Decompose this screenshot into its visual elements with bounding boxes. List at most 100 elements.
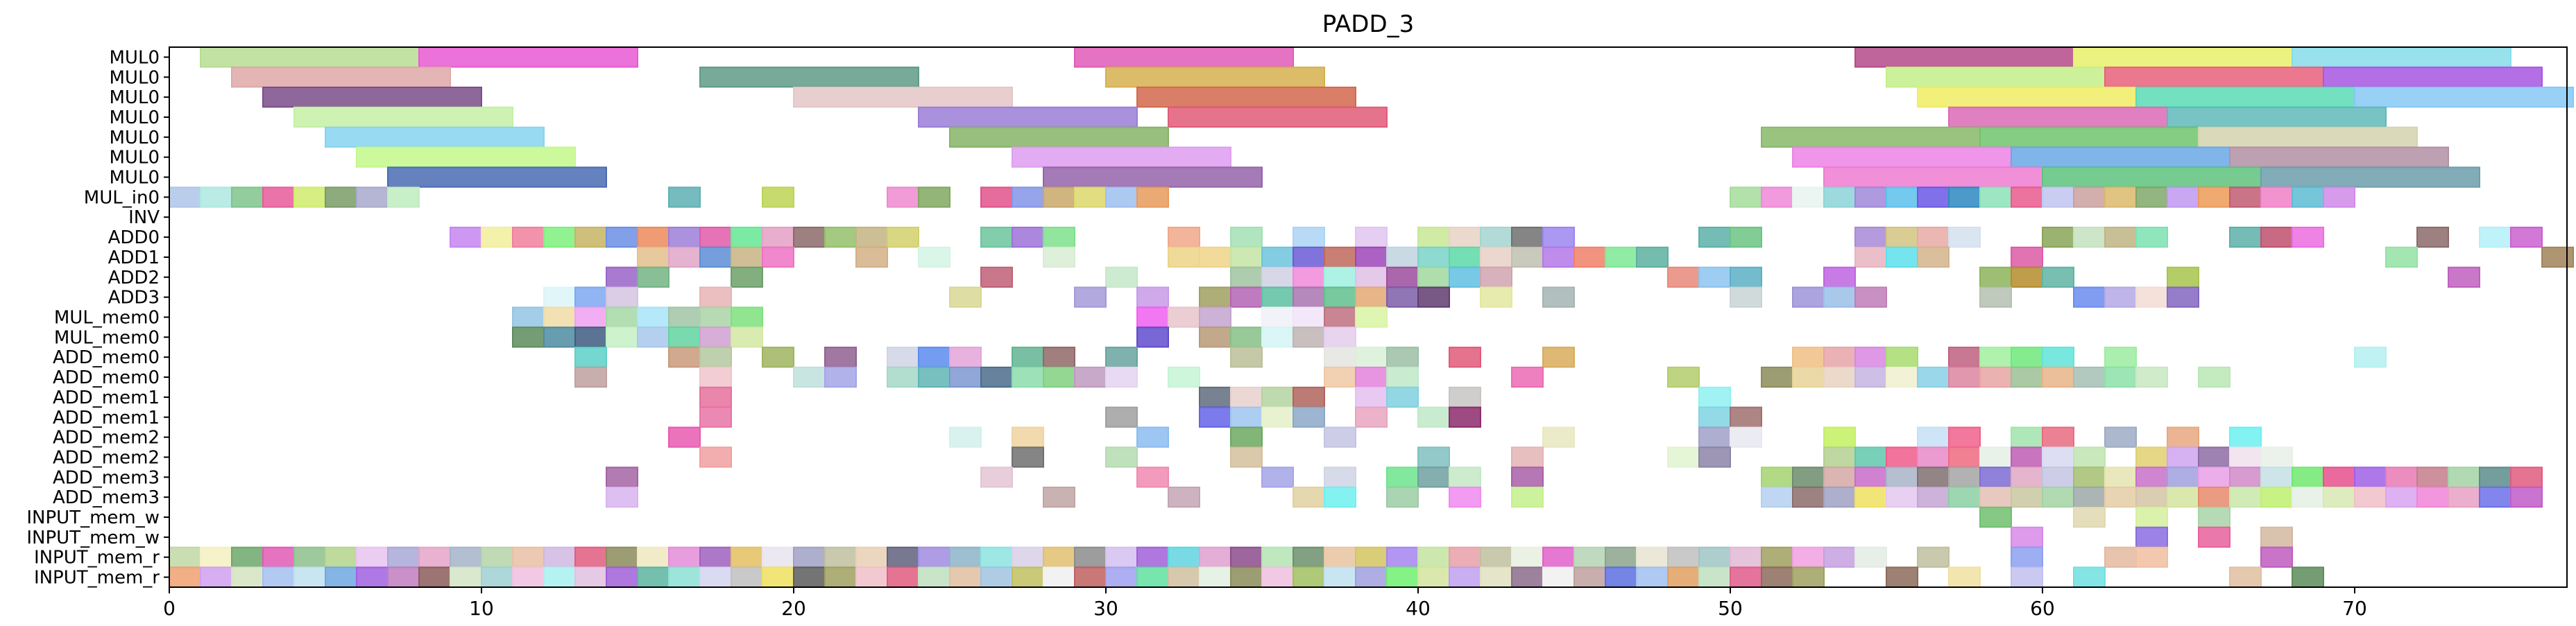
- gantt-bar: [2135, 87, 2355, 108]
- gantt-bar: [1917, 186, 1950, 208]
- gantt-bar: [1480, 227, 1512, 248]
- gantt-bar: [980, 546, 1013, 568]
- gantt-bar: [918, 186, 950, 208]
- gantt-bar: [2229, 227, 2262, 248]
- gantt-bar: [543, 286, 576, 308]
- gantt-bar: [356, 546, 389, 568]
- gantt-bar: [2073, 46, 2293, 68]
- gantt-bar: [1823, 186, 1856, 208]
- gantt-bar: [1386, 266, 1419, 288]
- gantt-bar: [980, 366, 1013, 388]
- gantt-bar: [2292, 227, 2324, 248]
- gantt-bar: [1605, 566, 1637, 588]
- y-tick-label: MUL_mem0: [54, 308, 160, 329]
- gantt-bar: [1417, 246, 1450, 268]
- gantt-bar: [1449, 227, 1481, 248]
- gantt-bar: [1199, 246, 1231, 268]
- gantt-bar: [1074, 286, 1107, 308]
- gantt-bar: [1979, 266, 2012, 288]
- gantt-bar: [1012, 566, 1044, 588]
- gantt-bar: [731, 266, 763, 288]
- gantt-bar: [2104, 546, 2137, 568]
- gantt-bar: [1917, 487, 1950, 508]
- gantt-bar: [169, 546, 201, 568]
- gantt-bar: [543, 566, 576, 588]
- gantt-bar: [2198, 467, 2230, 488]
- gantt-bar: [387, 566, 420, 588]
- gantt-bar: [699, 246, 732, 268]
- gantt-bar: [1417, 406, 1450, 428]
- gantt-bar: [668, 306, 701, 328]
- gantt-bar: [200, 186, 232, 208]
- gantt-bar: [1324, 286, 1356, 308]
- gantt-bar: [762, 546, 794, 568]
- gantt-bar: [1449, 546, 1481, 568]
- gantt-bar: [2042, 266, 2074, 288]
- gantt-bar: [1792, 546, 1825, 568]
- gantt-bar: [762, 186, 794, 208]
- gantt-bar: [637, 306, 669, 328]
- gantt-bar: [1199, 327, 1231, 348]
- gantt-bar: [980, 566, 1013, 588]
- gantt-bar: [169, 566, 201, 588]
- gantt-bar: [1012, 227, 1044, 248]
- gantt-bar: [606, 327, 638, 348]
- gantt-bar: [1324, 327, 1356, 348]
- gantt-bar: [293, 186, 326, 208]
- gantt-bar: [2135, 487, 2168, 508]
- gantt-bar: [699, 386, 732, 408]
- gantt-bar: [2073, 446, 2106, 468]
- gantt-bar: [2292, 487, 2324, 508]
- gantt-bar: [1199, 386, 1231, 408]
- gantt-bar: [1074, 566, 1107, 588]
- gantt-bar: [1136, 426, 1169, 448]
- gantt-bar: [2167, 467, 2199, 488]
- gantt-bar: [1230, 386, 1263, 408]
- gantt-bar: [1168, 546, 1200, 568]
- gantt-bar: [2011, 366, 2043, 388]
- gantt-bar: [1730, 406, 1762, 428]
- gantt-bar: [1230, 227, 1263, 248]
- gantt-bar: [574, 227, 607, 248]
- gantt-bar: [1199, 286, 1231, 308]
- gantt-bar: [1261, 546, 1294, 568]
- y-tick-label: MUL_mem0: [54, 327, 160, 348]
- gantt-bar: [1480, 266, 1512, 288]
- gantt-bar: [2073, 566, 2106, 588]
- gantt-bar: [1449, 246, 1481, 268]
- gantt-bar: [1948, 227, 1981, 248]
- gantt-bar: [699, 566, 732, 588]
- gantt-bar: [1168, 227, 1200, 248]
- gantt-bar: [2479, 487, 2511, 508]
- gantt-bar: [1012, 347, 1044, 368]
- gantt-bar: [1979, 347, 2012, 368]
- gantt-bar: [2042, 347, 2074, 368]
- gantt-bar: [1480, 566, 1512, 588]
- gantt-bar: [2135, 526, 2168, 548]
- gantt-bar: [1105, 266, 1138, 288]
- gantt-bar: [1823, 366, 1856, 388]
- gantt-bar: [699, 446, 732, 468]
- gantt-bar: [512, 227, 545, 248]
- gantt-bar: [1293, 406, 1325, 428]
- gantt-bar: [1012, 546, 1044, 568]
- gantt-bar: [2104, 186, 2137, 208]
- gantt-bar: [1417, 227, 1450, 248]
- gantt-bar: [1105, 347, 1138, 368]
- gantt-bar: [1854, 446, 1887, 468]
- gantt-bar: [1480, 246, 1512, 268]
- gantt-bar: [1979, 446, 2012, 468]
- gantt-bar: [450, 566, 482, 588]
- gantt-bar: [1917, 426, 1950, 448]
- gantt-bar: [699, 546, 732, 568]
- gantt-bar: [2011, 266, 2043, 288]
- gantt-bar: [1979, 506, 2012, 528]
- gantt-bar: [1979, 286, 2012, 308]
- gantt-bar: [2135, 286, 2168, 308]
- gantt-bar: [2479, 227, 2511, 248]
- gantt-bar: [1792, 566, 1825, 588]
- gantt-bar: [793, 366, 826, 388]
- gantt-bar: [1886, 227, 1918, 248]
- gantt-bar: [1136, 467, 1169, 488]
- x-tick-label: 40: [1406, 597, 1431, 620]
